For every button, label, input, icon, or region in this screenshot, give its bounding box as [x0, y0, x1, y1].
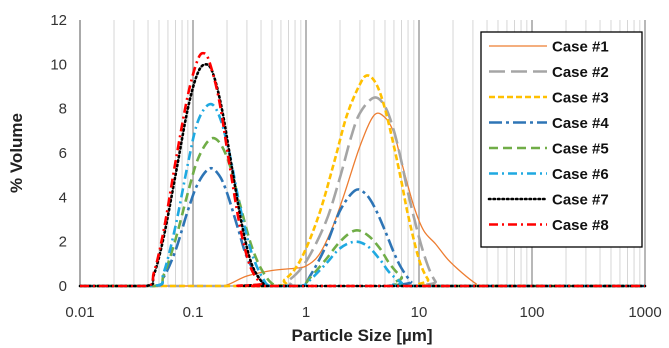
- x-tick-label: 0.1: [183, 304, 204, 321]
- series-lines: [78, 51, 647, 288]
- y-tick-label: 10: [50, 56, 67, 73]
- x-tick-labels: 0.01 0.1 1 10 100 1000: [65, 304, 661, 321]
- legend-label: Case #2: [552, 64, 609, 81]
- legend-label: Case #7: [552, 192, 609, 209]
- series-line-case-4: [79, 166, 645, 288]
- series-line-case-3: [79, 74, 645, 288]
- legend-label: Case #1: [552, 39, 609, 56]
- x-tick-label: 10: [411, 304, 428, 321]
- y-axis-title: % Volume: [7, 113, 26, 193]
- x-axis-title: Particle Size [µm]: [291, 326, 432, 345]
- y-tick-label: 4: [59, 189, 67, 206]
- y-tick-label: 0: [59, 278, 67, 295]
- legend-label: Case #5: [552, 141, 609, 158]
- legend-label: Case #8: [552, 217, 609, 234]
- x-tick-label: 1000: [628, 304, 661, 321]
- y-tick-label: 12: [50, 12, 67, 29]
- y-tick-label: 8: [59, 101, 67, 118]
- x-tick-label: 1: [302, 304, 310, 321]
- series-line-case-8: [79, 51, 645, 288]
- y-tick-labels: 0 2 4 6 8 10 12: [50, 12, 67, 295]
- series-line-case-2: [79, 96, 645, 288]
- y-tick-label: 2: [59, 234, 67, 251]
- x-tick-label: 0.01: [65, 304, 94, 321]
- series-line-case-6: [79, 102, 645, 288]
- y-tick-label: 6: [59, 145, 67, 162]
- legend-box: [480, 31, 643, 248]
- legend: Case #1 Case #2 Case #3 Case #4 Case #5 Case …: [480, 31, 643, 248]
- legend-label: Case #6: [552, 166, 609, 183]
- x-tick-label: 100: [519, 304, 544, 321]
- legend-label: Case #3: [552, 90, 609, 107]
- legend-label: Case #4: [552, 115, 609, 132]
